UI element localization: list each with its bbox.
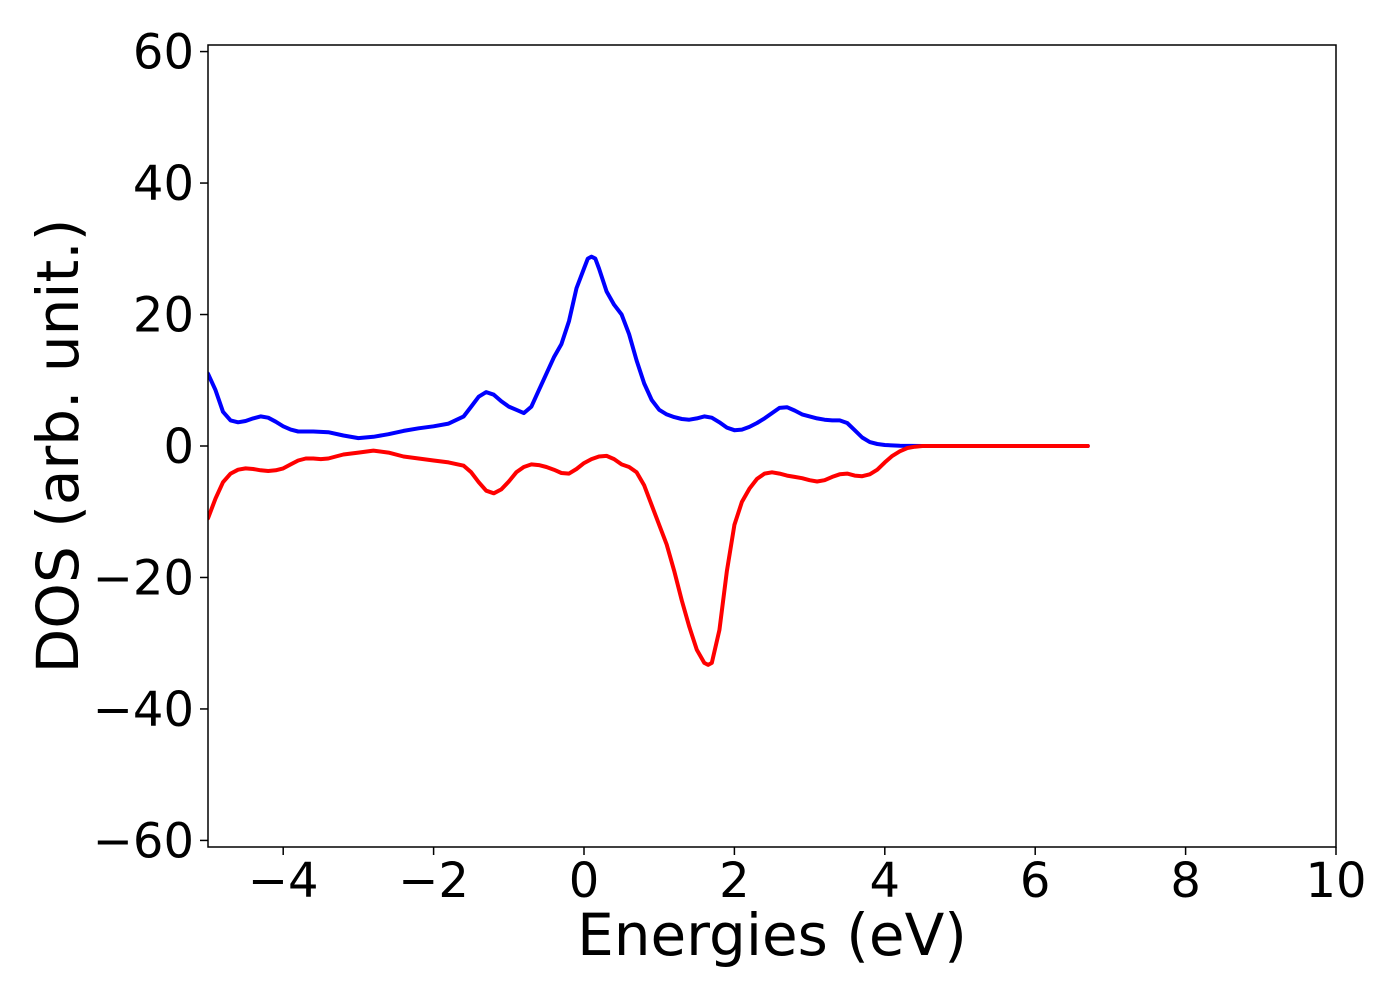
series-line-1 [208,444,1090,667]
y-axis-ticks: 60 40 20 0 −20 −40 −60 [93,25,208,869]
y-tick-label: −60 [93,813,194,869]
x-tick-label: 2 [719,853,750,909]
series-group [208,254,1090,667]
x-axis-ticks: −4 −2 0 2 4 6 8 10 [248,847,1367,909]
x-tick-label: 10 [1305,853,1366,909]
y-axis-label: DOS (arb. unit.) [24,219,92,674]
y-tick-label: −40 [93,682,194,738]
x-tick-label: 4 [870,853,901,909]
plot-frame [207,44,1337,848]
series-line-0 [208,254,1090,448]
y-tick-label: 0 [163,419,194,475]
x-axis-label: Energies (eV) [577,901,967,969]
x-tick-label: 8 [1170,853,1201,909]
y-tick-label: 40 [133,156,194,212]
y-tick-label: 60 [133,25,194,81]
x-tick-label: −2 [398,853,469,909]
y-tick-label: −20 [93,550,194,606]
y-tick-label: 20 [133,288,194,344]
x-tick-label: −4 [248,853,319,909]
x-tick-label: 0 [569,853,600,909]
x-tick-label: 6 [1020,853,1051,909]
